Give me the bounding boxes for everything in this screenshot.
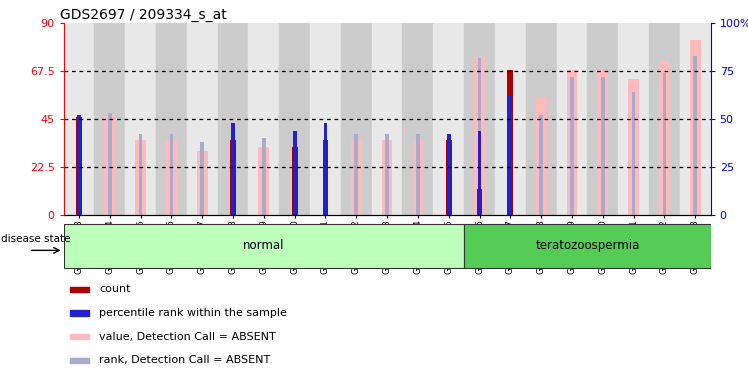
- Bar: [478, 131, 482, 215]
- Bar: [279, 23, 310, 215]
- Bar: [601, 77, 604, 215]
- Bar: [693, 56, 697, 215]
- Bar: [680, 23, 711, 215]
- Text: disease state: disease state: [1, 234, 71, 244]
- Text: rank, Detection Call = ABSENT: rank, Detection Call = ABSENT: [99, 355, 271, 365]
- Bar: [197, 151, 208, 215]
- Bar: [166, 141, 177, 215]
- Bar: [125, 23, 156, 215]
- Bar: [402, 23, 433, 215]
- Bar: [663, 73, 666, 215]
- Text: count: count: [99, 285, 131, 295]
- Bar: [355, 134, 358, 215]
- Bar: [447, 134, 450, 215]
- Bar: [139, 134, 142, 215]
- Bar: [412, 141, 423, 215]
- Bar: [292, 131, 296, 215]
- Bar: [649, 23, 680, 215]
- Bar: [76, 117, 82, 215]
- Bar: [292, 147, 298, 215]
- Bar: [70, 287, 90, 292]
- Text: normal: normal: [243, 239, 284, 252]
- Text: percentile rank within the sample: percentile rank within the sample: [99, 308, 287, 318]
- Bar: [156, 23, 187, 215]
- Bar: [381, 141, 393, 215]
- Bar: [248, 23, 279, 215]
- Bar: [70, 334, 90, 339]
- Bar: [628, 78, 639, 215]
- Bar: [507, 70, 513, 215]
- Bar: [372, 23, 402, 215]
- Text: GDS2697 / 209334_s_at: GDS2697 / 209334_s_at: [61, 8, 227, 22]
- Bar: [476, 189, 482, 215]
- Bar: [464, 223, 711, 268]
- Bar: [70, 310, 90, 316]
- Bar: [135, 141, 146, 215]
- Bar: [230, 141, 236, 215]
- Bar: [77, 115, 81, 215]
- Bar: [218, 23, 248, 215]
- Bar: [187, 23, 218, 215]
- Bar: [324, 123, 328, 215]
- Bar: [526, 23, 557, 215]
- Bar: [478, 58, 482, 215]
- Bar: [474, 57, 485, 215]
- Bar: [416, 134, 420, 215]
- Bar: [464, 23, 495, 215]
- Text: teratozoospermia: teratozoospermia: [535, 239, 640, 252]
- Bar: [200, 142, 204, 215]
- Bar: [659, 61, 669, 215]
- Bar: [94, 23, 125, 215]
- Bar: [690, 40, 701, 215]
- Bar: [262, 138, 266, 215]
- Text: value, Detection Call = ABSENT: value, Detection Call = ABSENT: [99, 332, 276, 342]
- Bar: [536, 98, 547, 215]
- Bar: [557, 23, 587, 215]
- Bar: [570, 77, 574, 215]
- Bar: [105, 115, 115, 215]
- Bar: [64, 23, 94, 215]
- Bar: [322, 141, 328, 215]
- Bar: [598, 70, 608, 215]
- Bar: [341, 23, 372, 215]
- Bar: [587, 23, 618, 215]
- Bar: [509, 96, 512, 215]
- Bar: [618, 23, 649, 215]
- Bar: [433, 23, 464, 215]
- Bar: [259, 147, 269, 215]
- Bar: [351, 141, 362, 215]
- Bar: [632, 92, 635, 215]
- Bar: [495, 23, 526, 215]
- Bar: [64, 223, 464, 268]
- Bar: [566, 70, 577, 215]
- Bar: [170, 134, 174, 215]
- Bar: [539, 115, 543, 215]
- Bar: [446, 141, 452, 215]
- Bar: [385, 134, 389, 215]
- Bar: [108, 113, 111, 215]
- Bar: [231, 123, 235, 215]
- Bar: [70, 358, 90, 363]
- Bar: [310, 23, 341, 215]
